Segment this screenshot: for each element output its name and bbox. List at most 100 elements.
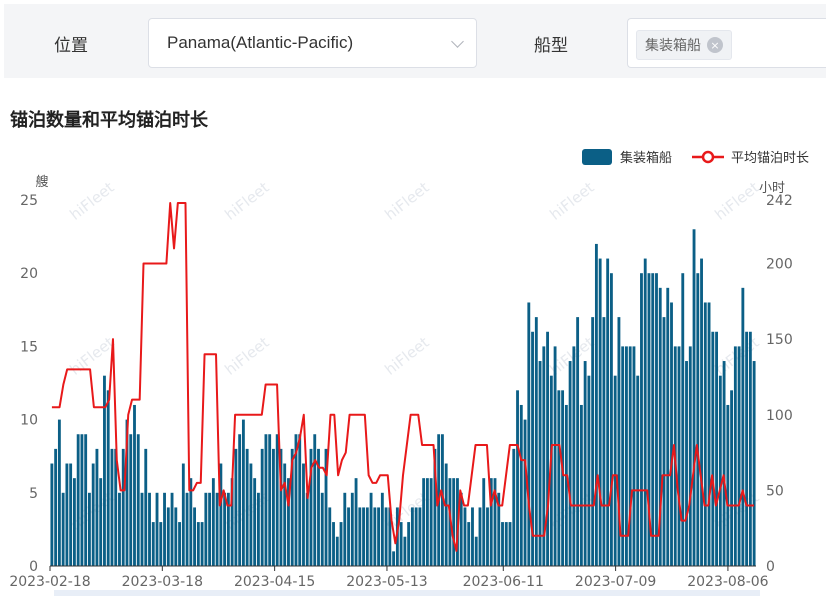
bar[interactable] xyxy=(625,346,628,566)
bar[interactable] xyxy=(54,448,58,566)
bar[interactable] xyxy=(715,331,718,566)
bar[interactable] xyxy=(65,463,69,566)
zoom-slider[interactable] xyxy=(54,590,760,596)
bar[interactable] xyxy=(441,434,444,566)
bar[interactable] xyxy=(617,317,621,566)
bar[interactable] xyxy=(136,434,140,566)
bar[interactable] xyxy=(121,448,125,566)
bar[interactable] xyxy=(632,346,636,566)
bar[interactable] xyxy=(703,302,707,566)
bar[interactable] xyxy=(88,492,91,566)
bar[interactable] xyxy=(418,507,422,566)
bar[interactable] xyxy=(474,536,478,566)
bar[interactable] xyxy=(463,507,467,566)
bar[interactable] xyxy=(208,492,212,566)
bar[interactable] xyxy=(163,492,166,566)
bar[interactable] xyxy=(226,492,230,566)
bar[interactable] xyxy=(482,478,486,566)
bar[interactable] xyxy=(662,317,666,566)
avg-anchor-time-line[interactable] xyxy=(51,202,755,552)
bar[interactable] xyxy=(722,361,726,566)
bar[interactable] xyxy=(185,492,189,566)
bar[interactable] xyxy=(538,361,542,566)
bar[interactable] xyxy=(69,463,73,566)
bar[interactable] xyxy=(602,317,606,566)
bar[interactable] xyxy=(711,331,715,566)
bar[interactable] xyxy=(178,522,181,566)
bar[interactable] xyxy=(568,361,572,566)
location-select[interactable]: Panama(Atlantic-Pacific) xyxy=(148,18,477,68)
bar[interactable] xyxy=(125,419,129,566)
bar[interactable] xyxy=(61,492,65,566)
bar[interactable] xyxy=(433,448,437,566)
bar[interactable] xyxy=(320,492,324,566)
legend-bar-label[interactable]: 集装箱船 xyxy=(620,150,672,166)
bar[interactable] xyxy=(512,448,516,566)
bar[interactable] xyxy=(283,463,287,566)
bar[interactable] xyxy=(155,492,159,566)
bar[interactable] xyxy=(561,390,565,566)
bar[interactable] xyxy=(444,463,448,566)
bar[interactable] xyxy=(99,478,103,566)
bar[interactable] xyxy=(422,478,426,566)
bar[interactable] xyxy=(692,229,696,566)
bar[interactable] xyxy=(403,536,407,566)
close-icon[interactable]: × xyxy=(707,37,723,53)
bar[interactable] xyxy=(467,522,471,566)
bar[interactable] xyxy=(527,302,531,566)
bar[interactable] xyxy=(332,522,335,566)
bar[interactable] xyxy=(272,448,275,566)
bar[interactable] xyxy=(103,375,106,566)
bar[interactable] xyxy=(57,419,61,566)
bar[interactable] xyxy=(647,273,651,566)
bar[interactable] xyxy=(606,258,610,566)
bar[interactable] xyxy=(133,404,136,566)
bar[interactable] xyxy=(196,522,200,566)
bar[interactable] xyxy=(448,478,452,566)
bar[interactable] xyxy=(410,507,414,566)
bar[interactable] xyxy=(730,390,734,566)
bar[interactable] xyxy=(313,434,317,566)
bar[interactable] xyxy=(215,492,219,566)
bar[interactable] xyxy=(557,390,561,566)
bar[interactable] xyxy=(531,331,534,566)
bar[interactable] xyxy=(425,478,429,566)
bar[interactable] xyxy=(159,522,163,566)
bar[interactable] xyxy=(264,434,268,566)
ship-type-select[interactable]: 集装箱船 × xyxy=(627,18,826,68)
bar[interactable] xyxy=(399,522,403,566)
bar[interactable] xyxy=(594,243,598,567)
bar[interactable] xyxy=(452,478,456,566)
bar[interactable] xyxy=(549,375,553,566)
bar[interactable] xyxy=(437,434,441,566)
bar[interactable] xyxy=(546,331,549,566)
bar[interactable] xyxy=(583,361,587,566)
bar[interactable] xyxy=(350,492,354,566)
bar[interactable] xyxy=(666,287,670,566)
bar[interactable] xyxy=(471,507,474,566)
bar[interactable] xyxy=(365,507,369,566)
bar[interactable] xyxy=(643,258,647,566)
bar[interactable] xyxy=(636,375,640,566)
bar[interactable] xyxy=(696,273,700,566)
bar[interactable] xyxy=(347,507,350,566)
bar[interactable] xyxy=(670,302,673,566)
bar[interactable] xyxy=(230,478,234,566)
bar[interactable] xyxy=(504,522,508,566)
bar[interactable] xyxy=(241,419,245,566)
bar[interactable] xyxy=(493,478,497,566)
bar[interactable] xyxy=(486,507,489,566)
bar[interactable] xyxy=(200,522,204,566)
bar[interactable] xyxy=(651,273,655,566)
bar[interactable] xyxy=(534,317,538,566)
bar[interactable] xyxy=(260,448,264,566)
bar[interactable] xyxy=(392,551,396,566)
bar[interactable] xyxy=(685,361,688,566)
bar[interactable] xyxy=(302,463,305,566)
bar[interactable] xyxy=(317,448,320,566)
bar[interactable] xyxy=(166,507,170,566)
bar[interactable] xyxy=(414,507,418,566)
bar[interactable] xyxy=(50,463,54,566)
bar[interactable] xyxy=(189,478,193,566)
bar[interactable] xyxy=(118,492,121,566)
